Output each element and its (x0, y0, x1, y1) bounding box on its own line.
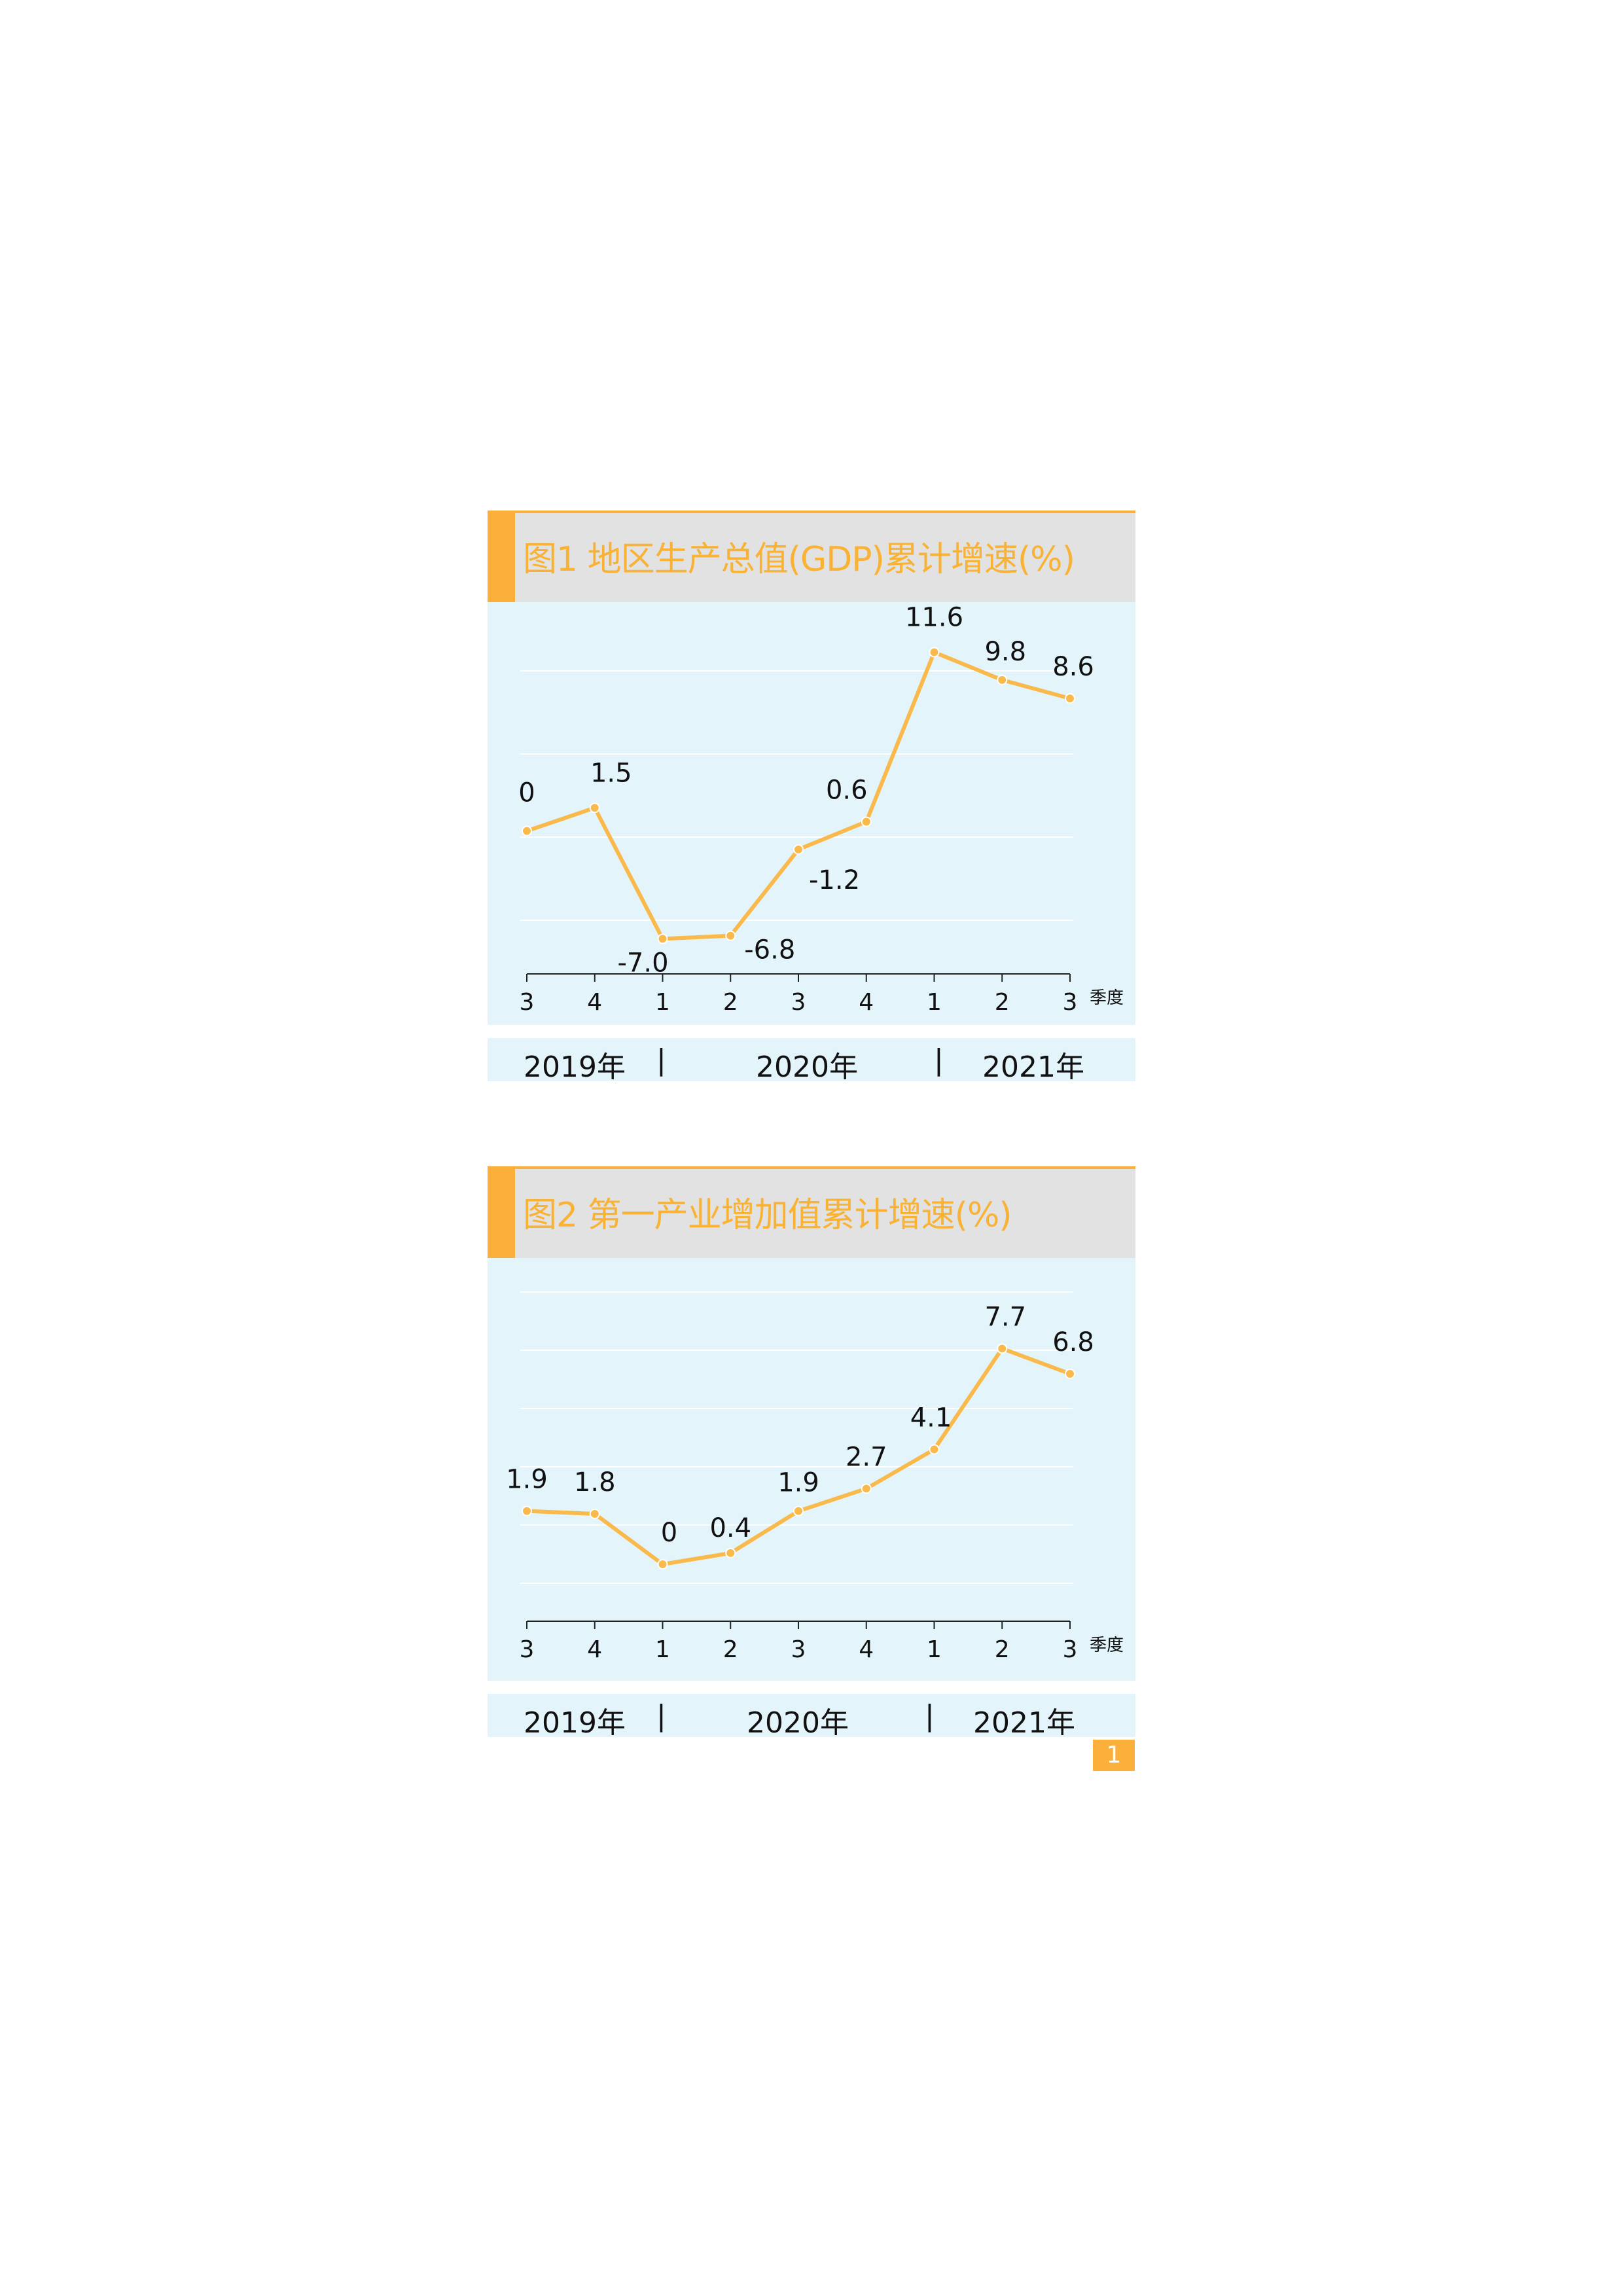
title-accent-bar (488, 1169, 515, 1258)
data-label: 0 (518, 778, 535, 808)
data-point (657, 1559, 668, 1570)
year-separator: | (656, 1043, 666, 1077)
x-tick-label: 2 (723, 989, 738, 1016)
data-point (725, 1547, 736, 1558)
data-label: -7.0 (617, 948, 668, 978)
x-tick-label: 3 (1063, 989, 1078, 1016)
data-label: 8.6 (1052, 652, 1094, 682)
page-number-badge: 1 (1093, 1740, 1135, 1771)
series-line (526, 1346, 1071, 1566)
x-tick-label: 3 (520, 1636, 535, 1663)
data-label: 1.5 (590, 758, 632, 788)
x-tick-label: 4 (587, 989, 602, 1016)
year-axis-row: 2019年 | 2020年 | 2021年 (488, 1694, 1135, 1740)
data-point (522, 1505, 532, 1516)
x-tick-label: 2 (995, 1636, 1010, 1663)
data-label: -6.8 (744, 935, 795, 965)
year-label-2021: 2021年 (973, 1706, 1075, 1740)
data-point (589, 1508, 600, 1519)
year-label-2020: 2020年 (756, 1050, 858, 1084)
chart-title-bar: 图2 第一产业增加值累计增速(%) (488, 1166, 1135, 1258)
x-tick-label: 1 (655, 1636, 670, 1663)
data-label: 6.8 (1052, 1327, 1094, 1357)
series-line (526, 650, 1071, 941)
data-label: 0 (661, 1518, 677, 1548)
chart-title-bar: 图1 地区生产总值(GDP)累计增速(%) (488, 511, 1135, 602)
data-point (657, 933, 668, 944)
chart-title: 图1 地区生产总值(GDP)累计增速(%) (523, 540, 1075, 579)
x-tick-label: 3 (791, 989, 806, 1016)
data-point (861, 816, 872, 827)
chart-title: 图2 第一产业增加值累计增速(%) (523, 1196, 1012, 1235)
data-label: 4.1 (910, 1403, 952, 1433)
year-axis-row: 2019年 | 2020年 | 2021年 (488, 1038, 1135, 1084)
data-point (929, 1444, 940, 1455)
data-point (793, 844, 804, 855)
data-label: 1.9 (506, 1465, 548, 1495)
line-chart: 3 4 1 2 3 4 1 2 3 季度 1.9 1.8 0 0.4 1.9 2.7 4.1 7.7 6.8 (506, 1291, 1124, 1663)
title-accent-bar (488, 513, 515, 602)
year-separator: | (934, 1043, 944, 1077)
data-point (522, 825, 532, 836)
x-tick-label: 1 (927, 1636, 942, 1663)
data-point (861, 1483, 872, 1494)
data-point (725, 930, 736, 941)
year-label-2020: 2020年 (747, 1706, 849, 1740)
data-label: 7.7 (984, 1302, 1026, 1332)
year-label-2021: 2021年 (982, 1050, 1084, 1084)
x-tick-label: 4 (587, 1636, 602, 1663)
data-point (997, 674, 1008, 685)
year-separator: | (656, 1699, 666, 1732)
x-tick-label: 4 (859, 989, 874, 1016)
x-tick-label: 3 (791, 1636, 806, 1663)
year-label-2019: 2019年 (524, 1706, 626, 1740)
x-tick-label: 2 (995, 989, 1010, 1016)
plot-area: 3 4 1 2 3 4 1 2 3 季度 0 1.5 -7.0 -6.8 -1.2 0.6 11.6 9.8 8.6 (488, 602, 1135, 1025)
data-point (929, 647, 940, 658)
line-chart: 3 4 1 2 3 4 1 2 3 季度 0 1.5 -7.0 -6.8 -1.2 0.6 11.6 9.8 8.6 (518, 603, 1124, 1016)
year-label-2019: 2019年 (524, 1050, 626, 1084)
data-label: -1.2 (809, 865, 860, 895)
data-point (589, 802, 600, 814)
data-label: 1.9 (777, 1468, 819, 1498)
x-tick-label: 1 (655, 989, 670, 1016)
data-point (1065, 693, 1075, 704)
x-axis-unit-label: 季度 (1090, 988, 1124, 1008)
x-tick-label: 4 (859, 1636, 874, 1663)
data-point (1065, 1368, 1075, 1379)
data-point (793, 1505, 804, 1516)
plot-area: 3 4 1 2 3 4 1 2 3 季度 1.9 1.8 0 0.4 1.9 2.7 4.1 7.7 6.8 (488, 1258, 1135, 1681)
x-axis-unit-label: 季度 (1090, 1636, 1124, 1655)
x-tick-label: 3 (520, 989, 535, 1016)
data-label: 0.6 (826, 775, 868, 805)
year-separator: | (925, 1699, 935, 1732)
data-label: 9.8 (984, 637, 1026, 667)
data-label: 0.4 (709, 1513, 751, 1543)
data-point (997, 1343, 1008, 1354)
data-label: 11.6 (905, 603, 963, 633)
data-label: 2.7 (846, 1442, 887, 1472)
data-label: 1.8 (574, 1467, 616, 1498)
x-tick-label: 2 (723, 1636, 738, 1663)
x-tick-label: 1 (927, 989, 942, 1016)
x-tick-label: 3 (1063, 1636, 1078, 1663)
